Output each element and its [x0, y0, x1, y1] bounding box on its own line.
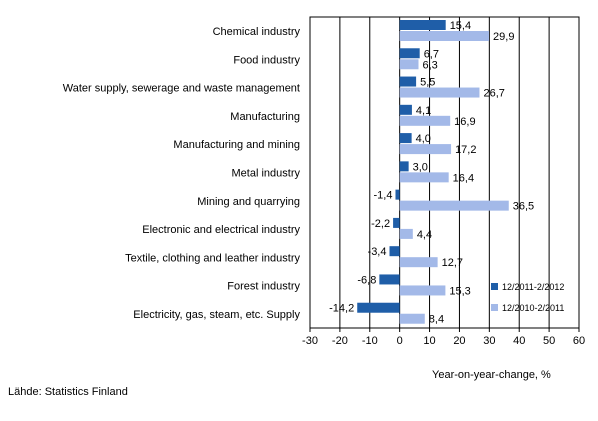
gridlines: [339, 17, 550, 328]
bar-series-1: [379, 274, 400, 285]
category-labels: Chemical industry Food industry Water supp…: [63, 26, 301, 321]
bars: [357, 20, 509, 324]
category-label: Water supply, sewerage and waste managem…: [63, 83, 300, 95]
data-label-series-1: 6,7: [424, 48, 439, 60]
legend-swatch-series-1: [491, 283, 498, 290]
category-label: Manufacturing and mining: [173, 139, 300, 151]
data-label-series-2: 8,4: [429, 314, 444, 326]
data-label-series-1: -2,2: [371, 218, 390, 230]
x-tick-label: 60: [573, 335, 585, 347]
bar-series-2: [399, 59, 419, 70]
data-label-series-2: 17,2: [455, 144, 476, 156]
category-label: Textile, clothing and leather industry: [125, 252, 300, 264]
category-label: Electronic and electrical industry: [142, 224, 300, 236]
data-label-series-2: 36,5: [513, 201, 534, 213]
bar-series-2: [399, 285, 446, 296]
x-tick-label: 50: [543, 335, 555, 347]
bar-series-1: [399, 104, 412, 115]
category-label: Electricity, gas, steam, etc. Supply: [133, 309, 300, 321]
legend: 12/2011-2/2012 12/2010-2/2011: [491, 282, 564, 313]
data-label-series-1: -3,4: [368, 246, 387, 258]
bar-series-2: [399, 200, 509, 211]
x-axis: -30 -20 -10 0 10 20 30 40 50 60: [302, 328, 585, 347]
source-note: Lähde: Statistics Finland: [8, 386, 128, 398]
data-label-series-2: 15,3: [449, 285, 470, 297]
data-label-series-2: 6,3: [422, 59, 437, 71]
x-tick-label: 20: [453, 335, 465, 347]
bar-series-1: [399, 20, 446, 30]
data-label-series-2: 26,7: [483, 88, 504, 100]
x-tick-label: -20: [332, 335, 348, 347]
bar-series-1: [357, 302, 400, 313]
bar-series-1: [389, 246, 400, 257]
category-label: Metal industry: [232, 168, 301, 180]
data-label-series-2: 29,9: [493, 31, 514, 43]
bar-series-2: [399, 31, 490, 41]
data-label-series-1: -6,8: [357, 274, 376, 286]
bar-series-2: [399, 172, 449, 183]
x-tick-label: 40: [513, 335, 525, 347]
legend-swatch-series-2: [491, 304, 498, 311]
category-label: Food industry: [233, 54, 300, 66]
legend-label-series-2: 12/2010-2/2011: [502, 303, 564, 313]
bar-series-1: [399, 161, 409, 172]
data-label-series-2: 12,7: [442, 257, 463, 269]
category-label: Mining and quarrying: [197, 196, 300, 208]
data-labels: 15,4 29,9 6,76,3 5,5 26,7 4,1 16,9 4,0 17,2 3,0 16…: [329, 20, 534, 326]
bar-series-2: [399, 144, 452, 155]
bar-series-1: [399, 133, 412, 144]
bar-series-2: [399, 115, 451, 126]
category-label: Forest industry: [227, 281, 300, 293]
bar-series-1: [399, 76, 417, 87]
legend-label-series-1: 12/2011-2/2012: [502, 282, 564, 292]
bar-series-2: [399, 87, 480, 98]
data-label-series-1: 3,0: [413, 161, 428, 173]
data-label-series-2: 4,4: [417, 229, 432, 241]
data-label-series-1: 4,1: [416, 105, 431, 117]
bar-series-2: [399, 228, 413, 239]
bar-series-1: [393, 217, 400, 228]
x-tick-label: 0: [397, 335, 403, 347]
data-label-series-1: 5,5: [420, 77, 435, 89]
data-label-series-1: -14,2: [329, 303, 354, 315]
data-label-series-2: 16,4: [453, 172, 474, 184]
x-tick-label: -30: [302, 335, 318, 347]
category-label: Manufacturing: [230, 111, 300, 123]
bar-series-1: [399, 48, 420, 59]
x-tick-label: -10: [362, 335, 378, 347]
x-tick-label: 30: [483, 335, 495, 347]
data-label-series-1: 15,4: [450, 20, 471, 32]
category-label: Chemical industry: [213, 26, 301, 38]
data-label-series-2: 16,9: [454, 116, 475, 128]
data-label-series-1: 4,0: [416, 133, 431, 145]
data-label-series-1: -1,4: [374, 190, 393, 202]
x-axis-title: Year-on-year-change, %: [432, 369, 551, 381]
x-tick-label: 10: [423, 335, 435, 347]
bar-series-2: [399, 257, 438, 268]
bar-series-2: [399, 313, 425, 324]
bar-series-1: [395, 189, 400, 200]
